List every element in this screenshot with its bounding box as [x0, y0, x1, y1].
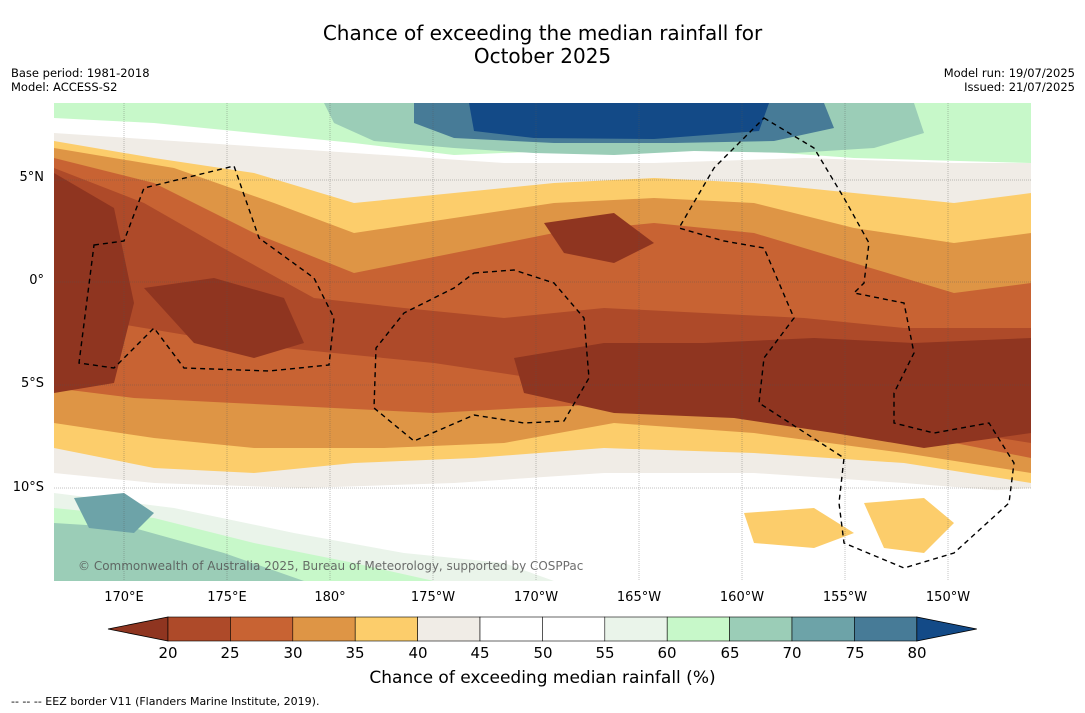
lat-tick-0: 0°: [29, 273, 44, 288]
zone-dark-brown-east: [514, 338, 1031, 448]
colorbar-segment: [854, 616, 918, 642]
colorbar-segment: [167, 616, 231, 642]
lat-tick-5n: 5°N: [19, 170, 45, 185]
colorbar-label-35: 35: [345, 644, 365, 662]
title-line-1: Chance of exceeding the median rainfall …: [322, 21, 763, 45]
colorbar-segment: [417, 616, 481, 642]
rainfall-map: © Commonwealth of Australia 2025, Bureau…: [54, 103, 1031, 581]
colorbar-segment: [604, 616, 668, 642]
rainfall-zones: [54, 103, 1031, 581]
colorbar-label-65: 65: [720, 644, 740, 662]
eez-border-north: [677, 117, 1015, 569]
map-title: Chance of exceeding the median rainfall …: [0, 22, 1085, 68]
zone-navy-north: [469, 103, 769, 139]
colorbar-label-75: 75: [845, 644, 865, 662]
lon-tick-175w: 175°W: [410, 590, 456, 605]
zone-teal-south: [54, 523, 304, 581]
colorbar-segment: [666, 616, 730, 642]
colorbar-segments: [107, 616, 977, 642]
colorbar-segment: [542, 616, 606, 642]
zone-steel-south: [74, 493, 154, 533]
copyright-notice: © Commonwealth of Australia 2025, Bureau…: [78, 559, 583, 573]
meta-left: Base period: 1981-2018 Model: ACCESS-S2: [11, 66, 150, 94]
eez-footnote: -- -- -- EEZ border V11 (Flanders Marine…: [11, 695, 320, 708]
colorbar: [107, 616, 977, 642]
title-line-2: October 2025: [473, 44, 612, 68]
zone-dark-brown-west: [144, 278, 304, 358]
lon-tick-170e: 170°E: [104, 590, 144, 605]
eez-border-central: [373, 269, 590, 442]
lon-tick-175e: 175°E: [207, 590, 247, 605]
zone-dark-brown-central: [544, 213, 654, 263]
base-period: Base period: 1981-2018: [11, 66, 150, 80]
colorbar-segment: [230, 616, 294, 642]
lon-tick-155w: 155°W: [822, 590, 868, 605]
colorbar-label-45: 45: [470, 644, 490, 662]
colorbar-label-30: 30: [283, 644, 303, 662]
colorbar-extend-high: [916, 616, 977, 642]
colorbar-segment: [729, 616, 793, 642]
zone-yellow-se: [744, 498, 954, 553]
lon-tick-180: 180°: [314, 590, 346, 605]
colorbar-segment: [354, 616, 418, 642]
lon-tick-150w: 150°W: [925, 590, 971, 605]
colorbar-label-55: 55: [595, 644, 615, 662]
colorbar-segment: [791, 616, 855, 642]
colorbar-title: Chance of exceeding median rainfall (%): [369, 668, 716, 688]
lat-tick-5s: 5°S: [20, 376, 44, 391]
colorbar-label-70: 70: [782, 644, 802, 662]
model-name: Model: ACCESS-S2: [11, 80, 118, 94]
colorbar-segment: [479, 616, 543, 642]
colorbar-label-20: 20: [158, 644, 178, 662]
lat-tick-10s: 10°S: [12, 480, 44, 495]
lon-tick-160w: 160°W: [719, 590, 765, 605]
colorbar-label-80: 80: [907, 644, 927, 662]
colorbar-label-60: 60: [657, 644, 677, 662]
model-run-date: Model run: 19/07/2025: [943, 66, 1075, 80]
issued-date: Issued: 21/07/2025: [964, 80, 1075, 94]
meta-right: Model run: 19/07/2025 Issued: 21/07/2025: [944, 66, 1075, 94]
zone-dark-brown: [54, 173, 134, 393]
colorbar-extend-low: [107, 616, 169, 642]
eez-border-west: [78, 165, 335, 372]
lon-tick-165w: 165°W: [616, 590, 662, 605]
graticule: [54, 103, 1031, 581]
lon-tick-170w: 170°W: [513, 590, 559, 605]
colorbar-label-25: 25: [220, 644, 240, 662]
colorbar-label-50: 50: [533, 644, 553, 662]
colorbar-segment: [292, 616, 356, 642]
eez-borders: [78, 117, 1015, 569]
colorbar-label-40: 40: [408, 644, 428, 662]
